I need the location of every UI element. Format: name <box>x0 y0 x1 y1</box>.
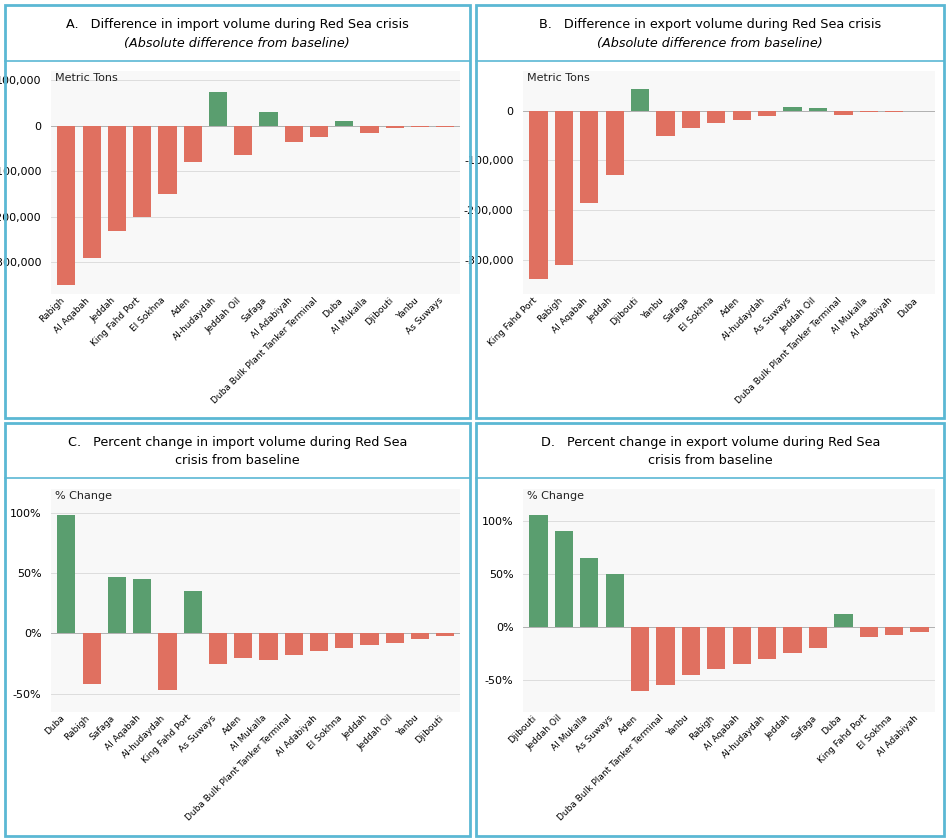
Bar <box>605 574 623 627</box>
Bar <box>555 111 573 265</box>
Bar <box>784 107 802 111</box>
Bar <box>758 111 776 116</box>
Bar <box>784 627 802 654</box>
Bar <box>885 111 903 112</box>
Bar <box>234 126 252 155</box>
Bar <box>385 633 404 643</box>
Bar <box>259 633 277 660</box>
Bar <box>83 126 101 258</box>
Bar <box>437 126 455 127</box>
Bar <box>707 111 725 123</box>
Text: crisis from baseline: crisis from baseline <box>648 454 772 467</box>
Bar <box>860 627 878 638</box>
Bar <box>657 627 675 685</box>
Bar <box>733 627 751 664</box>
Bar <box>310 126 328 137</box>
Bar <box>108 577 126 633</box>
Bar <box>809 108 828 111</box>
Bar <box>555 531 573 627</box>
Bar <box>860 111 878 113</box>
Text: (Absolute difference from baseline): (Absolute difference from baseline) <box>598 36 823 50</box>
Bar <box>834 111 852 115</box>
Text: Metric Tons: Metric Tons <box>55 73 118 83</box>
Bar <box>209 633 227 664</box>
Text: D.   Percent change in export volume during Red Sea: D. Percent change in export volume durin… <box>541 435 880 449</box>
Text: crisis from baseline: crisis from baseline <box>175 454 300 467</box>
Bar <box>580 558 599 627</box>
Bar <box>733 111 751 120</box>
Bar <box>310 633 328 652</box>
Bar <box>57 126 76 286</box>
Bar <box>437 633 455 636</box>
Text: C.   Percent change in import volume during Red Sea: C. Percent change in import volume durin… <box>67 435 407 449</box>
Bar <box>209 92 227 126</box>
Bar <box>183 591 202 633</box>
Bar <box>361 126 379 133</box>
Bar <box>707 627 725 669</box>
Bar <box>530 515 548 627</box>
Bar <box>631 627 649 690</box>
Bar <box>834 614 852 627</box>
Text: % Change: % Change <box>55 491 112 501</box>
Bar <box>335 121 353 126</box>
Bar <box>158 126 177 194</box>
Bar <box>411 126 429 127</box>
Bar <box>259 113 277 126</box>
Bar <box>285 126 303 142</box>
Bar <box>361 633 379 645</box>
Bar <box>681 111 700 129</box>
Bar <box>411 633 429 639</box>
Bar <box>605 111 623 176</box>
Bar <box>385 126 404 128</box>
Bar <box>83 633 101 684</box>
Bar <box>133 579 151 633</box>
Bar <box>133 126 151 217</box>
Bar <box>108 126 126 230</box>
Bar <box>681 627 700 675</box>
Bar <box>530 111 548 280</box>
Bar <box>285 633 303 655</box>
Bar <box>657 111 675 135</box>
Text: A.   Difference in import volume during Red Sea crisis: A. Difference in import volume during Re… <box>65 18 409 31</box>
Bar <box>758 627 776 659</box>
Bar <box>335 633 353 648</box>
Bar <box>183 126 202 162</box>
Bar <box>158 633 177 690</box>
Bar <box>234 633 252 658</box>
Text: B.   Difference in export volume during Red Sea crisis: B. Difference in export volume during Re… <box>539 18 882 31</box>
Bar <box>910 627 929 633</box>
Text: Metric Tons: Metric Tons <box>528 73 590 83</box>
Bar <box>809 627 828 648</box>
Bar <box>57 515 76 633</box>
Text: % Change: % Change <box>528 491 585 501</box>
Text: (Absolute difference from baseline): (Absolute difference from baseline) <box>124 36 350 50</box>
Bar <box>885 627 903 635</box>
Bar <box>631 88 649 111</box>
Bar <box>580 111 599 202</box>
